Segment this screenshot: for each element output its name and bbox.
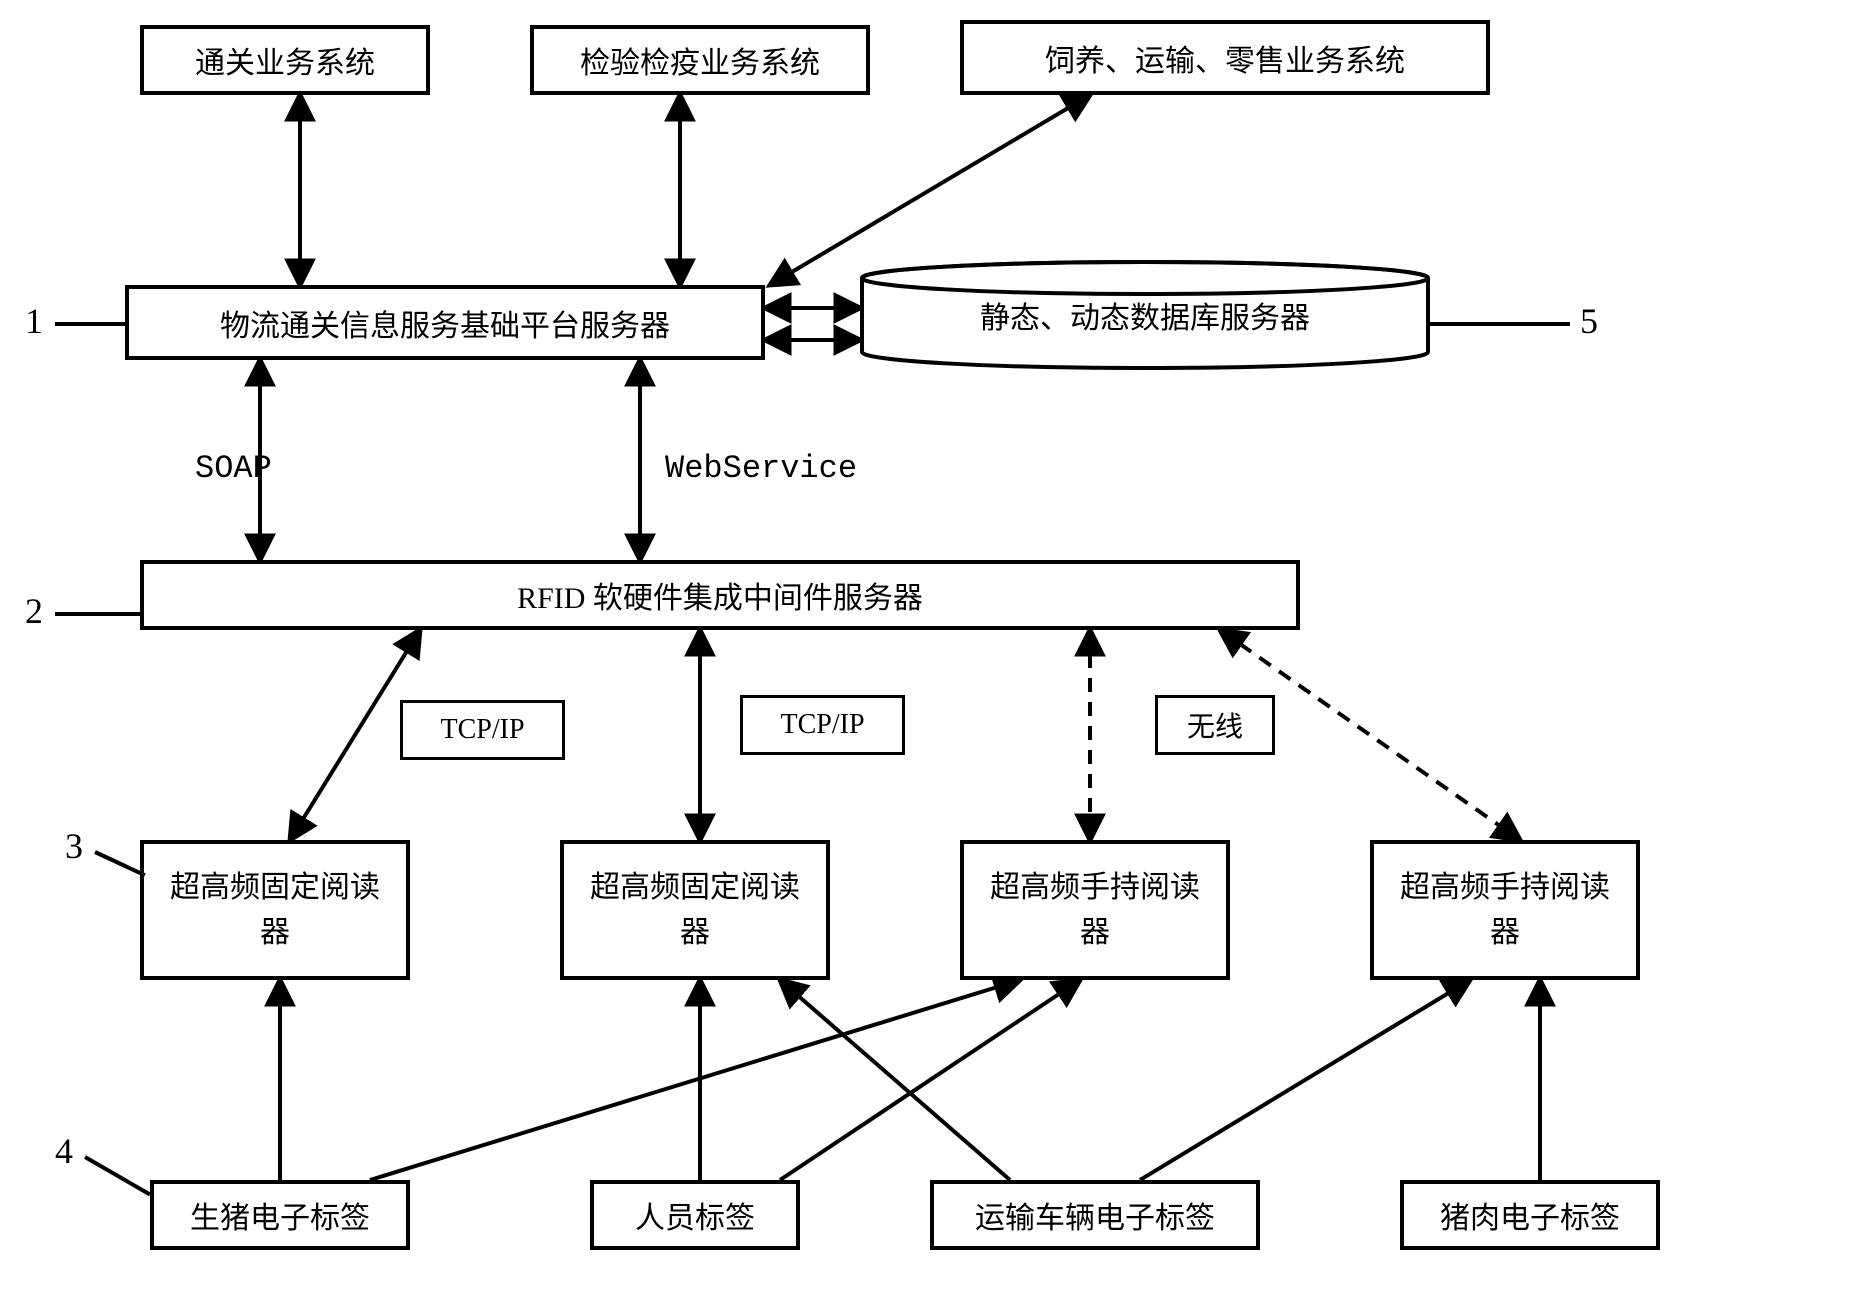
num-4: 4 — [55, 1130, 73, 1172]
node-reader-3: 超高频手持阅读器 — [960, 840, 1230, 980]
edge-label: 无线 — [1187, 705, 1243, 745]
node-label: 饲养、运输、零售业务系统 — [1045, 36, 1405, 80]
tick-3 — [94, 850, 146, 877]
node-label: 超高频固定阅读器 — [578, 865, 812, 955]
node-label: 猪肉电子标签 — [1440, 1193, 1620, 1237]
tick-5 — [1430, 322, 1570, 326]
tick-1 — [55, 322, 125, 326]
node-tag-pork: 猪肉电子标签 — [1400, 1180, 1660, 1250]
node-tag-vehicle: 运输车辆电子标签 — [930, 1180, 1260, 1250]
node-label: 人员标签 — [635, 1193, 755, 1237]
node-retail-system: 饲养、运输、零售业务系统 — [960, 20, 1490, 95]
node-reader-2: 超高频固定阅读器 — [560, 840, 830, 980]
node-reader-1: 超高频固定阅读器 — [140, 840, 410, 980]
edge-tag2-rd3 — [780, 980, 1080, 1180]
tick-4 — [84, 1155, 151, 1196]
edges-layer — [0, 0, 1863, 1315]
node-label: 静态、动态数据库服务器 — [980, 293, 1310, 337]
edge-label: TCP/IP — [440, 714, 524, 746]
num-5: 5 — [1580, 300, 1598, 342]
label-soap: SOAP — [195, 450, 272, 487]
node-label: 超高频手持阅读器 — [978, 865, 1212, 955]
node-label: 检验检疫业务系统 — [580, 38, 820, 82]
num-1: 1 — [25, 300, 43, 342]
node-label: RFID 软硬件集成中间件服务器 — [517, 573, 923, 617]
node-label: 通关业务系统 — [195, 38, 375, 82]
node-reader-4: 超高频手持阅读器 — [1370, 840, 1640, 980]
node-label: 超高频手持阅读器 — [1388, 865, 1622, 955]
edge-label: TCP/IP — [780, 709, 864, 741]
node-inspection-system: 检验检疫业务系统 — [530, 25, 870, 95]
edge-tag3-rd2 — [780, 980, 1010, 1180]
edge-tag1-rd3 — [370, 980, 1020, 1180]
node-label: 运输车辆电子标签 — [975, 1193, 1215, 1237]
node-rfid-middleware: RFID 软硬件集成中间件服务器 — [140, 560, 1300, 630]
label-tcpip-1: TCP/IP — [400, 700, 565, 760]
node-label: 生猪电子标签 — [190, 1193, 370, 1237]
label-webservice: WebService — [665, 450, 857, 487]
node-tag-person: 人员标签 — [590, 1180, 800, 1250]
node-label: 超高频固定阅读器 — [158, 865, 392, 955]
num-2: 2 — [25, 590, 43, 632]
node-customs-system: 通关业务系统 — [140, 25, 430, 95]
tick-2 — [55, 612, 140, 616]
node-db-server: 静态、动态数据库服务器 — [860, 260, 1430, 370]
label-wireless: 无线 — [1155, 695, 1275, 755]
node-platform-server: 物流通关信息服务基础平台服务器 — [125, 285, 765, 360]
edge-tag3-rd4 — [1140, 980, 1470, 1180]
node-tag-pig: 生猪电子标签 — [150, 1180, 410, 1250]
node-label: 物流通关信息服务基础平台服务器 — [220, 301, 670, 345]
num-3: 3 — [65, 825, 83, 867]
label-tcpip-2: TCP/IP — [740, 695, 905, 755]
edge-top3-platform — [770, 95, 1090, 285]
